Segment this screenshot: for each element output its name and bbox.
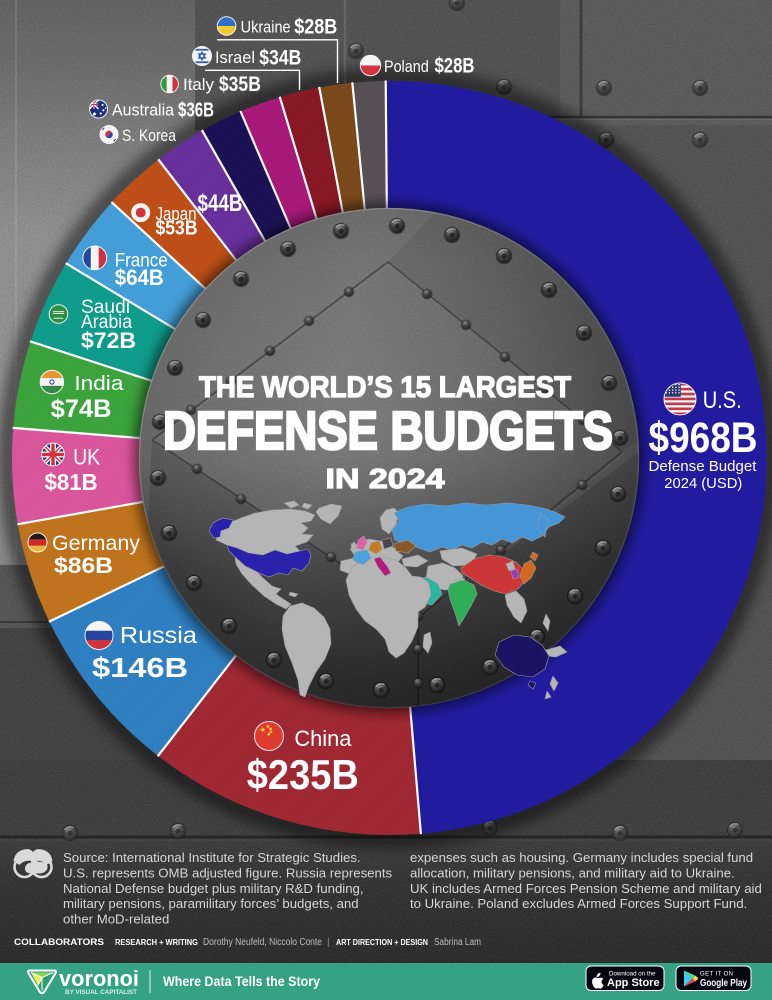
svg-text:Source: International Institut: Source: International Institute for Stra… — [63, 850, 361, 865]
svg-text:UK: UK — [73, 445, 100, 470]
svg-text:|: | — [327, 937, 330, 948]
svg-text:THE WORLD’S 15 LARGEST: THE WORLD’S 15 LARGEST — [199, 371, 571, 404]
svg-text:RESEARCH + WRITING: RESEARCH + WRITING — [115, 937, 198, 947]
svg-text:Dorothy Neufeld, Niccolo Conte: Dorothy Neufeld, Niccolo Conte — [203, 937, 322, 948]
svg-text:France: France — [115, 251, 168, 272]
svg-text:$64B: $64B — [115, 265, 164, 290]
svg-text:China: China — [294, 726, 352, 751]
svg-text:$86B: $86B — [54, 553, 113, 578]
svg-text:COLLABORATORS: COLLABORATORS — [14, 937, 104, 948]
svg-text:$36B: $36B — [178, 100, 214, 122]
svg-text:2024 (USD): 2024 (USD) — [664, 476, 742, 492]
svg-text:Sabrina Lam: Sabrina Lam — [434, 937, 481, 948]
svg-text:Japan: Japan — [156, 204, 197, 224]
svg-text:UK includes Armed Forces Pensi: UK includes Armed Forces Pension Scheme … — [410, 881, 762, 896]
svg-text:Poland: Poland — [384, 57, 429, 76]
svg-text:National Defense budget plus m: National Defense budget plus military R&… — [63, 881, 364, 896]
svg-text:Download on the: Download on the — [609, 971, 656, 978]
svg-text:S. Korea: S. Korea — [122, 126, 176, 145]
svg-text:IN 2024: IN 2024 — [326, 463, 446, 494]
svg-text:$235B: $235B — [247, 751, 359, 798]
svg-text:U.S. represents OMB adjusted f: U.S. represents OMB adjusted figure. Rus… — [63, 865, 393, 880]
svg-text:Saudi: Saudi — [81, 297, 130, 318]
svg-text:U.S.: U.S. — [703, 387, 742, 414]
svg-text:voronoi: voronoi — [59, 966, 139, 991]
svg-text:$28B: $28B — [435, 55, 475, 78]
svg-text:DEFENSE BUDGETS: DEFENSE BUDGETS — [163, 401, 613, 461]
svg-text:other MoD-related: other MoD-related — [63, 912, 169, 927]
svg-text:Australia: Australia — [112, 101, 175, 120]
svg-text:$28B: $28B — [294, 15, 337, 39]
svg-text:Where Data Tells the Story: Where Data Tells the Story — [163, 974, 320, 989]
svg-text:Ukraine: Ukraine — [241, 18, 291, 37]
svg-text:to Ukraine. Poland excludes Ar: to Ukraine. Poland excludes Armed Forces… — [410, 896, 747, 911]
svg-text:Defense Budget: Defense Budget — [649, 459, 757, 475]
svg-text:expenses such as housing. Germ: expenses such as housing. Germany includ… — [410, 850, 753, 865]
svg-text:$146B: $146B — [92, 652, 188, 683]
svg-text:Google Play: Google Play — [700, 977, 747, 989]
svg-text:$74B: $74B — [51, 395, 112, 423]
svg-text:military pensions, paramilitar: military pensions, paramilitary forces’ … — [63, 896, 359, 911]
svg-text:$968B: $968B — [649, 414, 758, 462]
svg-text:$53B: $53B — [156, 218, 198, 240]
svg-text:$35B: $35B — [219, 72, 261, 96]
svg-text:$44B: $44B — [198, 190, 243, 217]
svg-text:$72B: $72B — [81, 328, 136, 353]
svg-text:ART DIRECTION + DESIGN: ART DIRECTION + DESIGN — [336, 937, 428, 947]
svg-text:allocation, military pensions,: allocation, military pensions, and milit… — [410, 865, 735, 880]
svg-text:$34B: $34B — [259, 46, 301, 70]
svg-text:App Store: App Store — [607, 977, 660, 989]
svg-text:$81B: $81B — [45, 469, 98, 495]
svg-text:India: India — [74, 373, 124, 395]
svg-text:Italy: Italy — [183, 75, 214, 94]
svg-text:GET IT ON: GET IT ON — [700, 972, 733, 978]
svg-text:Germany: Germany — [52, 532, 141, 555]
svg-text:Russia: Russia — [120, 622, 197, 648]
svg-text:Arabia: Arabia — [81, 312, 132, 333]
svg-text:Israel: Israel — [215, 48, 255, 67]
svg-text:BY VISUAL CAPITALIST: BY VISUAL CAPITALIST — [65, 989, 137, 996]
